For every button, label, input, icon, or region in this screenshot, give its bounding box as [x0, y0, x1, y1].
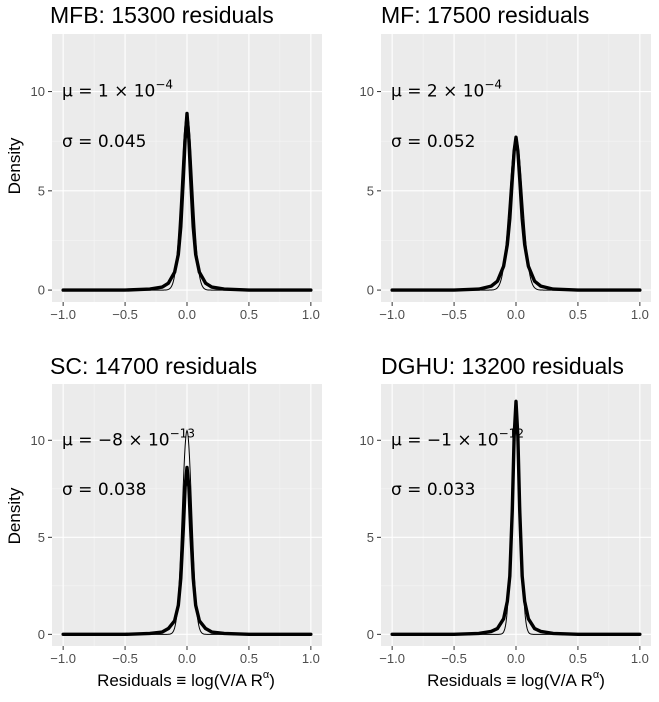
x-axis-title-exponent: α	[263, 669, 270, 681]
x-axis-title-text: Residuals ≡ log(V/A R	[97, 671, 263, 690]
panel-mfb: MFB: 15300 residuals −1.0 −0.5 0.0 0.5 1.0 0 5 1…	[31, 2, 322, 322]
panel-sc: SC: 14700 residuals −1.0 −0.5 0.0 0.5 1.0 0 5 10…	[31, 353, 322, 666]
panel-mf: MF: 17500 residuals −1.0 −0.5 0.0 0.5 1.0 0 5 10…	[360, 2, 651, 322]
x-axis-title-right: Residuals ≡ log(V/A Rα)	[427, 669, 605, 690]
y-tick-label: 5	[38, 530, 45, 545]
mu-base: μ = −1 × 10	[391, 430, 499, 450]
x-tick-label: 1.0	[631, 307, 649, 322]
mu-annotation: μ = −1 × 10−12	[391, 426, 524, 450]
x-tick-label: 0.5	[569, 307, 587, 322]
sigma-annotation: σ = 0.045	[62, 132, 147, 152]
x-tick-label: −1.0	[379, 307, 405, 322]
x-tick-label: 0.5	[569, 651, 587, 666]
mu-exponent: −4	[155, 78, 173, 92]
y-tick-label: 5	[367, 530, 374, 545]
mu-base: μ = 2 × 10	[391, 82, 484, 102]
y-tick-label: 0	[38, 283, 45, 298]
x-tick-label: 0.0	[178, 307, 196, 322]
x-tick-label: −1.0	[379, 651, 405, 666]
x-tick-label: −1.0	[50, 307, 76, 322]
y-tick-label: 0	[38, 627, 45, 642]
y-axis-title-top: Density	[5, 137, 24, 194]
panel-dghu: DGHU: 13200 residuals −1.0 −0.5 0.0 0.5 1.0 0 5…	[360, 353, 651, 666]
y-tick-label: 10	[360, 84, 374, 99]
mu-base: μ = 1 × 10	[62, 82, 155, 102]
x-tick-label: −0.5	[112, 651, 138, 666]
sigma-annotation: σ = 0.038	[62, 480, 147, 500]
x-axis-title-text: Residuals ≡ log(V/A R	[427, 671, 593, 690]
mu-exponent: −4	[484, 78, 502, 92]
sigma-annotation: σ = 0.033	[391, 480, 476, 500]
mu-exponent: −12	[499, 426, 524, 440]
sigma-annotation: σ = 0.052	[391, 132, 476, 152]
x-tick-label: −0.5	[441, 651, 467, 666]
empirical-density-line	[61, 465, 313, 637]
panel-title: MFB: 15300 residuals	[50, 2, 274, 28]
mu-exponent: −13	[170, 426, 195, 440]
x-axis-title-close: )	[599, 671, 605, 690]
empirical-density-line	[61, 111, 313, 292]
x-tick-label: 0.0	[507, 307, 525, 322]
x-tick-label: 1.0	[631, 651, 649, 666]
mu-annotation: μ = 2 × 10−4	[391, 78, 502, 102]
x-tick-label: −0.5	[441, 307, 467, 322]
panel-title: DGHU: 13200 residuals	[381, 353, 624, 379]
panel-title: MF: 17500 residuals	[381, 2, 589, 28]
mu-annotation: μ = 1 × 10−4	[62, 78, 173, 102]
y-tick-label: 0	[367, 283, 374, 298]
x-axis-title-exponent: α	[593, 669, 600, 681]
y-tick-label: 5	[38, 183, 45, 198]
y-axis-title-bottom: Density	[5, 487, 24, 544]
y-tick-label: 5	[367, 183, 374, 198]
y-tick-label: 0	[367, 627, 374, 642]
y-tick-label: 10	[31, 433, 45, 448]
x-axis-title-left: Residuals ≡ log(V/A Rα)	[97, 669, 275, 690]
x-tick-label: 1.0	[302, 651, 320, 666]
empirical-density-line	[390, 399, 642, 637]
x-tick-label: 1.0	[302, 307, 320, 322]
y-tick-label: 10	[31, 84, 45, 99]
x-tick-label: −1.0	[50, 651, 76, 666]
x-tick-label: 0.0	[178, 651, 196, 666]
x-axis-title-close: )	[269, 671, 275, 690]
x-tick-label: 0.5	[240, 651, 258, 666]
x-tick-label: −0.5	[112, 307, 138, 322]
mu-base: μ = −8 × 10	[62, 430, 170, 450]
empirical-density-line	[390, 135, 642, 292]
y-tick-label: 10	[360, 433, 374, 448]
x-tick-label: 0.0	[507, 651, 525, 666]
mu-annotation: μ = −8 × 10−13	[62, 426, 195, 450]
panel-title: SC: 14700 residuals	[50, 353, 257, 379]
x-tick-label: 0.5	[240, 307, 258, 322]
